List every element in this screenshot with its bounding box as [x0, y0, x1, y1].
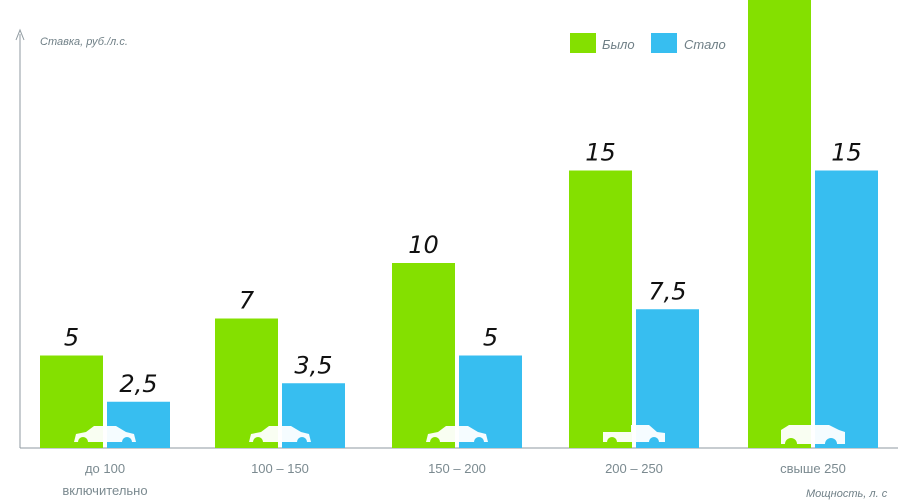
- value-label-was-2: 10: [408, 231, 439, 259]
- pickup-truck-icon: [603, 425, 665, 442]
- bar-was-4: [748, 0, 811, 448]
- bar-was-2: [392, 263, 455, 448]
- value-labels: 5 2,5 7 3,5 10 5 15 7,5 15: [64, 139, 862, 398]
- legend-label-now: Стало: [684, 37, 726, 52]
- bar-now-4: [815, 170, 878, 448]
- vehicle-icons: [74, 425, 845, 444]
- value-label-now-0: 2,5: [119, 370, 157, 398]
- value-label-was-0: 5: [64, 324, 79, 352]
- x-tick-label-3-0: 200 – 250: [605, 461, 663, 476]
- x-tick-labels: до 100 включительно 100 – 150 150 – 200 200 …: [62, 461, 845, 498]
- x-tick-label-0-1: включительно: [62, 483, 147, 498]
- bar-was-3: [569, 170, 632, 448]
- car-icon: [249, 426, 311, 442]
- legend-swatch-was: [570, 33, 596, 53]
- value-label-now-1: 3,5: [294, 351, 332, 379]
- car-icon: [74, 426, 136, 442]
- car-icon: [426, 426, 488, 442]
- x-tick-label-4-0: свыше 250: [780, 461, 846, 476]
- value-label-now-4: 15: [831, 139, 862, 167]
- bars: [40, 0, 878, 448]
- legend-swatch-now: [651, 33, 677, 53]
- x-tick-label-2-0: 150 – 200: [428, 461, 486, 476]
- value-label-was-3: 15: [585, 139, 616, 167]
- x-axis-label: Мощность, л. с: [806, 488, 888, 500]
- value-label-was-1: 7: [239, 287, 255, 315]
- legend: Было Стало: [570, 33, 726, 53]
- bar-was-1: [215, 318, 278, 448]
- y-axis-label: Ставка, руб./л.с.: [40, 36, 128, 48]
- value-label-now-3: 7,5: [648, 277, 686, 305]
- y-axis-arrow: [15, 28, 25, 41]
- value-label-now-2: 5: [483, 324, 498, 352]
- bar-now-3: [636, 309, 699, 448]
- suv-icon: [781, 425, 845, 444]
- legend-label-was: Было: [602, 37, 635, 52]
- x-tick-label-0-0: до 100: [85, 461, 125, 476]
- x-tick-label-1-0: 100 – 150: [251, 461, 309, 476]
